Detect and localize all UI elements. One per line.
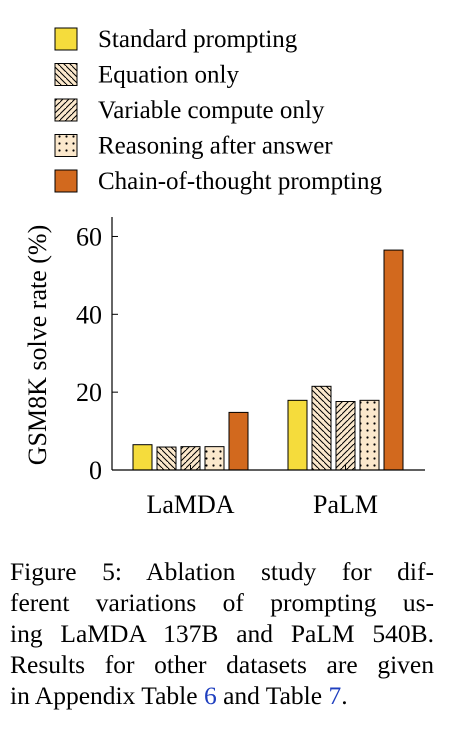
chart-figure: Standard prompting Equation only Variable … — [23, 26, 425, 519]
table-ref-link[interactable]: 6 — [203, 681, 217, 710]
legend-swatch — [54, 169, 78, 193]
bar — [228, 411, 249, 471]
legend-swatch — [54, 63, 78, 86]
bar — [359, 399, 380, 471]
plot-area: 0 20 40 60 LaMDA PaLM GSM8K solve rate (%) — [23, 217, 425, 519]
y-ticks: 0 20 40 60 — [76, 222, 118, 485]
y-axis-label: GSM8K solve rate (%) — [23, 225, 52, 465]
bar — [132, 444, 153, 471]
bar — [156, 446, 177, 471]
x-ticks: LaMDA PaLM — [146, 465, 378, 519]
bars — [132, 249, 404, 471]
bar — [383, 249, 404, 471]
x-tick-label: PaLM — [313, 490, 378, 519]
legend-swatch — [54, 27, 78, 51]
legend-label: Variable compute only — [98, 97, 325, 124]
figure-caption: Figure 5: Ablation study for dif- ferent… — [10, 556, 434, 711]
caption-line: ing LaMDA 137B and PaLM 540B. — [10, 619, 434, 648]
legend-swatch — [54, 98, 78, 122]
caption-text: in Appendix Table — [10, 681, 204, 710]
caption-line: Results for other datasets are given — [10, 650, 434, 679]
legend-label: Standard prompting — [98, 26, 298, 53]
axes — [111, 217, 425, 471]
caption-line: Figure 5: Ablation study for dif- — [10, 557, 434, 586]
legend-label: Chain-of-thought prompting — [98, 168, 382, 195]
table-ref-link[interactable]: 7 — [328, 681, 342, 710]
legend-swatch — [54, 134, 78, 157]
bar — [311, 385, 332, 471]
y-tick-label: 20 — [76, 378, 102, 407]
caption-line: ferent variations of prompting us- — [10, 588, 434, 617]
y-tick-label: 60 — [76, 222, 102, 251]
bar — [287, 399, 308, 471]
caption-text: . — [341, 681, 348, 710]
legend-label: Reasoning after answer — [98, 133, 333, 160]
y-tick-label: 40 — [76, 300, 102, 329]
caption-text: and Table — [216, 681, 329, 710]
bar — [204, 446, 225, 471]
x-tick-label: LaMDA — [146, 490, 234, 519]
y-tick-label: 0 — [89, 456, 102, 485]
caption-line: in Appendix Table 6 and Table 7. — [10, 680, 434, 711]
legend-label: Equation only — [98, 62, 239, 89]
bar — [335, 400, 356, 471]
legend: Standard prompting Equation only Variable … — [54, 26, 382, 195]
